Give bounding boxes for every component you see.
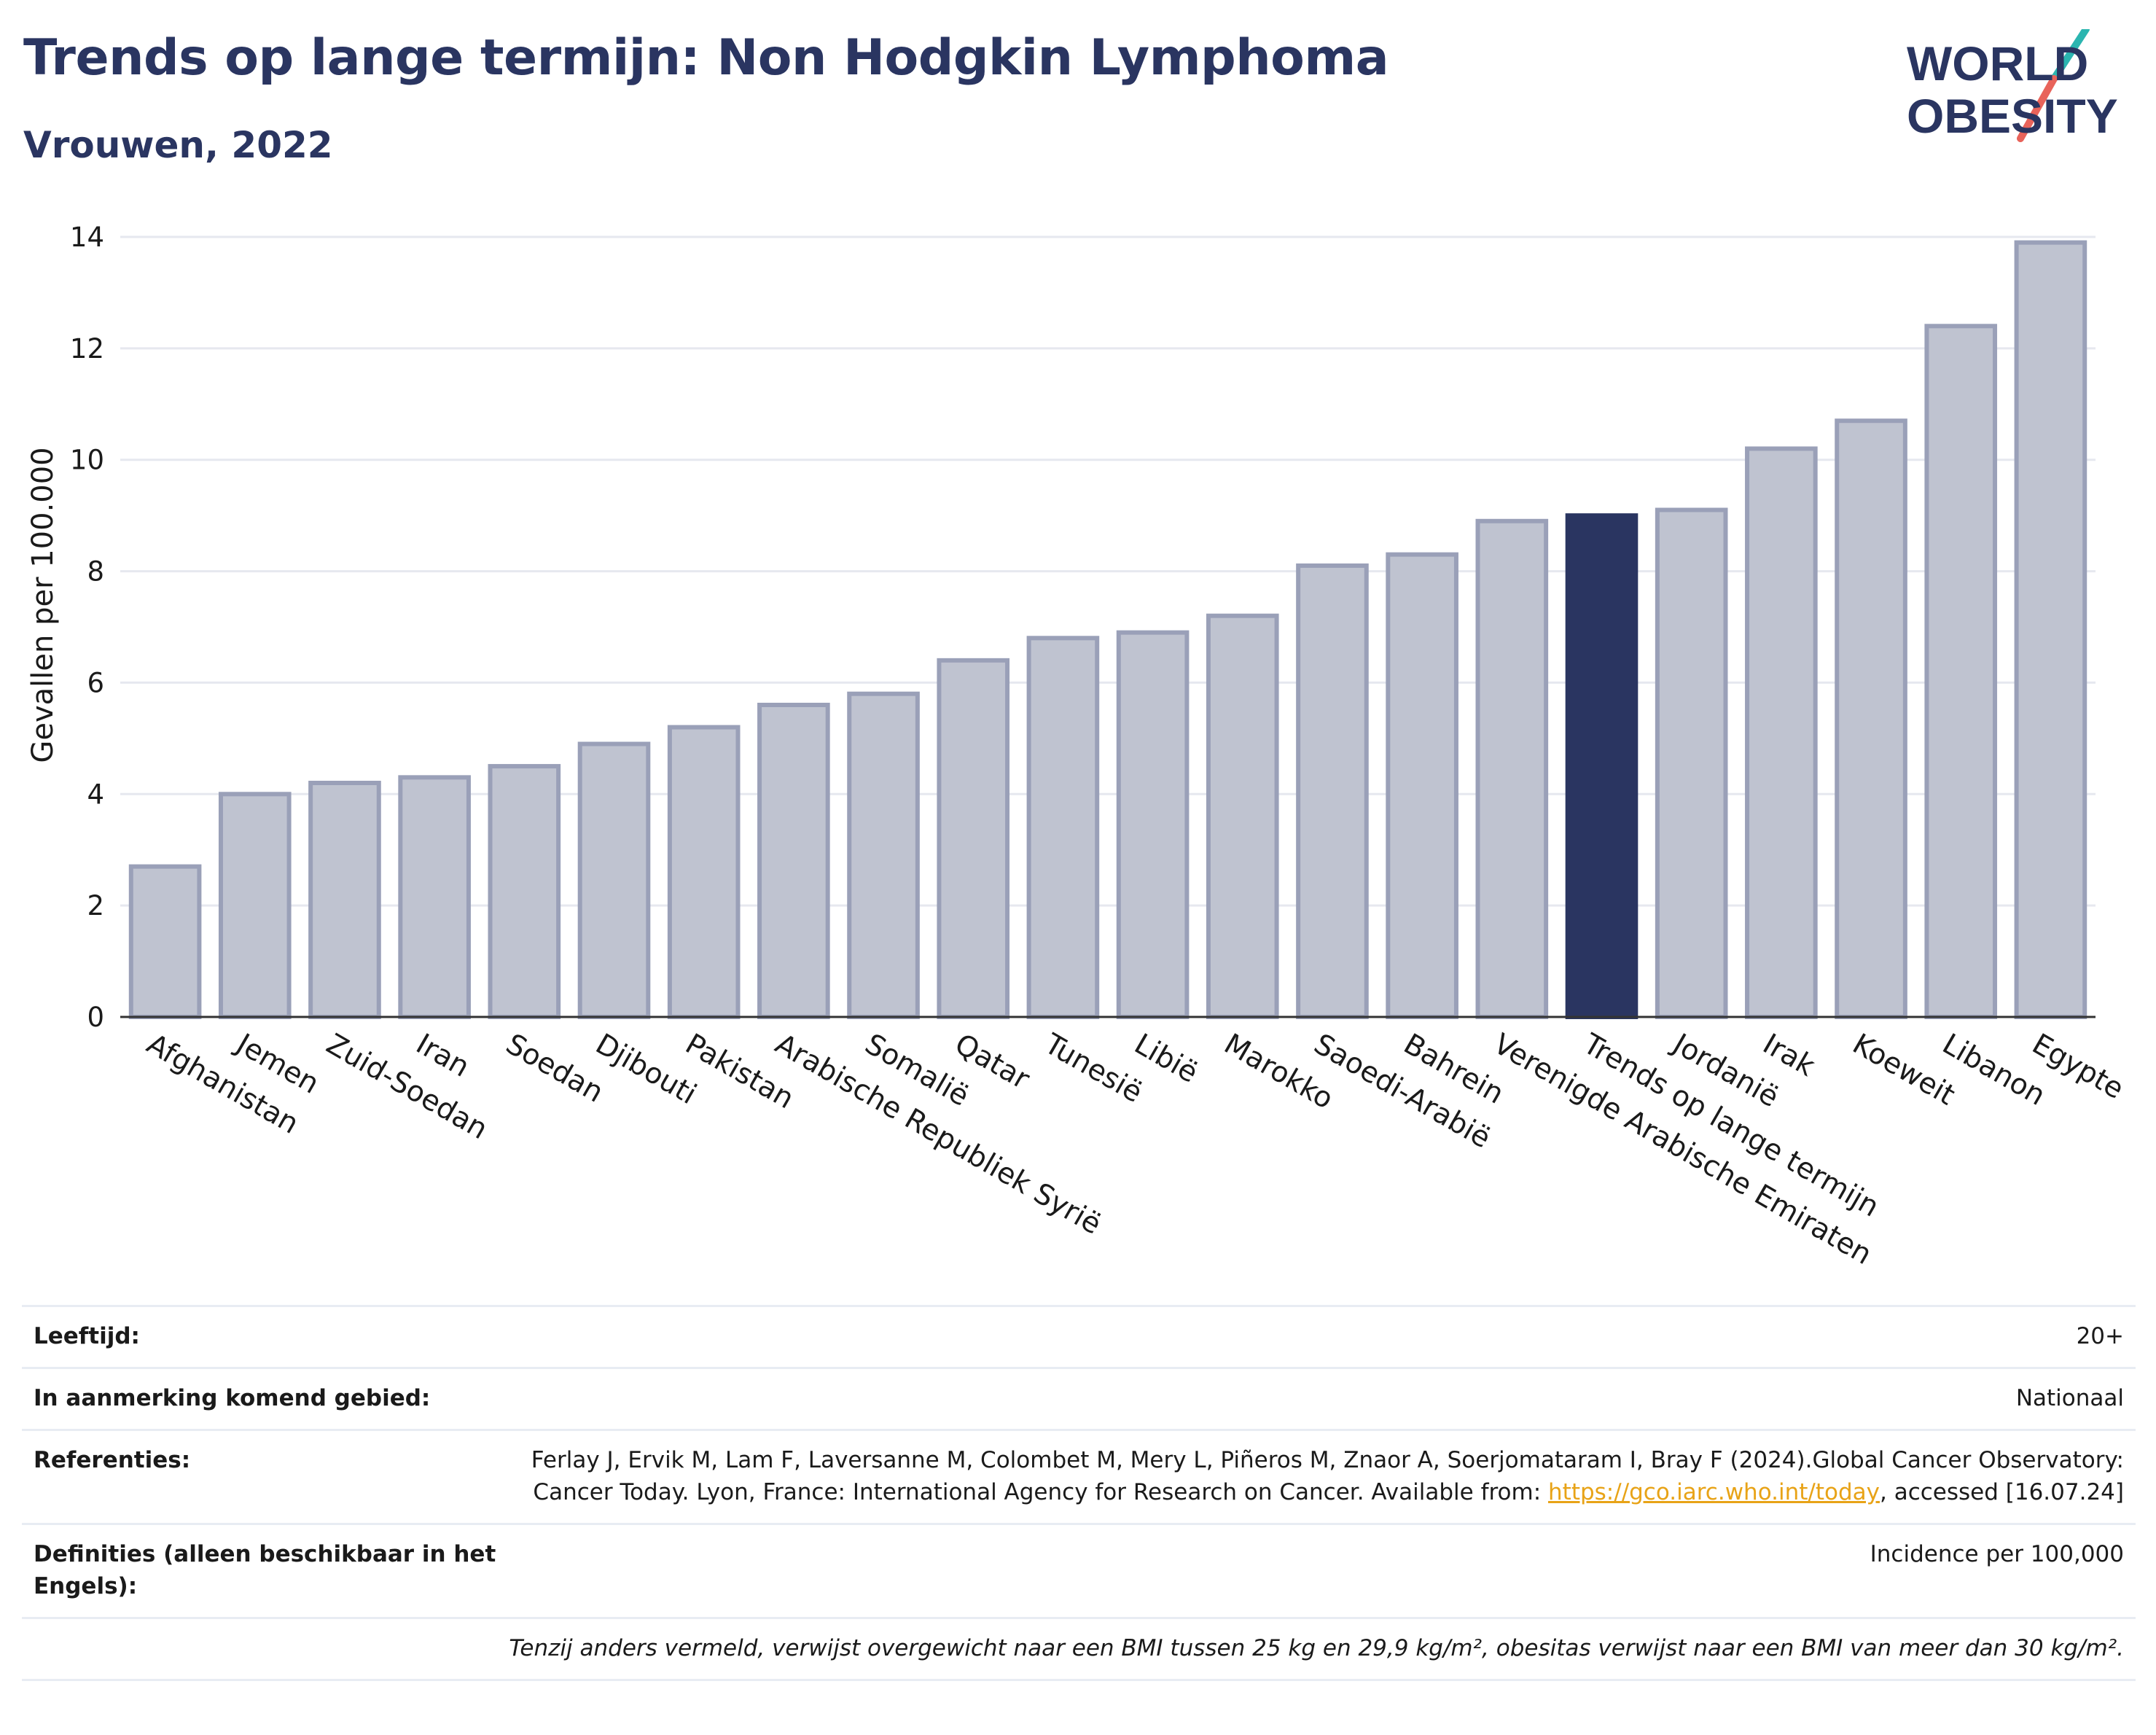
y-tick-label: 2 [87, 890, 104, 921]
bars [128, 240, 2087, 1020]
x-tick-label: Tunesië [1039, 1027, 1148, 1110]
info-value-area: Nationaal [512, 1367, 2136, 1431]
logo-line2: OBESITY [1907, 89, 2118, 143]
info-row-note: Tenzij anders vermeld, verwijst overgewi… [22, 1617, 2136, 1681]
bar-zuid-soedan[interactable] [308, 781, 381, 1019]
bar-saoedi-arabi-[interactable] [1296, 563, 1369, 1019]
y-tick-label: 10 [70, 445, 104, 476]
y-tick-label: 12 [70, 333, 104, 364]
bmi-note: Tenzij anders vermeld, verwijst overgewi… [22, 1617, 2136, 1681]
y-axis-ticks: 0 2 4 6 8 10 12 14 [70, 222, 104, 1033]
bar-tunesi-[interactable] [1026, 636, 1100, 1019]
x-tick-label: Soedan [500, 1028, 609, 1110]
bar-jordani-[interactable] [1655, 507, 1728, 1019]
info-label-area: In aanmerking komend gebied: [22, 1367, 512, 1431]
x-tick-label: Djibouti [590, 1028, 702, 1112]
bar-soedan[interactable] [488, 764, 561, 1019]
bar-pakistan[interactable] [667, 725, 741, 1019]
bar-koeweit[interactable] [1835, 418, 1907, 1019]
references-link[interactable]: https://gco.iarc.who.int/today [1548, 1479, 1880, 1505]
bar-egypte[interactable] [2014, 240, 2087, 1020]
references-text: Ferlay J, Ervik M, Lam F, Laversanne M, … [531, 1447, 2124, 1505]
info-value-references: Ferlay J, Ervik M, Lam F, Laversanne M, … [512, 1429, 2136, 1525]
bar-arabische-republiek-syri-[interactable] [757, 703, 830, 1019]
bar-trends-op-lange-termijn[interactable] [1565, 513, 1639, 1019]
info-label-references: Referenties: [22, 1429, 512, 1525]
y-tick-label: 6 [87, 667, 104, 698]
references-accessed: , accessed [16.07.24] [1879, 1479, 2124, 1505]
info-row-age: Leeftijd: 20+ [22, 1305, 2136, 1369]
y-tick-label: 14 [70, 222, 104, 253]
bar-marokko[interactable] [1206, 613, 1279, 1019]
y-axis-label: Gevallen per 100.000 [26, 447, 60, 763]
y-tick-label: 8 [87, 556, 104, 588]
info-table: Leeftijd: 20+ In aanmerking komend gebie… [22, 1305, 2136, 1681]
info-label-definitions: Definities (alleen beschikbaar in het En… [22, 1523, 512, 1619]
x-tick-label: Libanon [1937, 1028, 2050, 1112]
page-title: Trends op lange termijn: Non Hodgkin Lym… [23, 29, 1389, 87]
bar-libanon[interactable] [1924, 324, 1998, 1020]
info-value-age: 20+ [512, 1305, 2136, 1369]
bar-bahrein[interactable] [1386, 552, 1458, 1019]
bar-djibouti[interactable] [577, 741, 651, 1019]
page-subtitle: Vrouwen, 2022 [23, 124, 333, 166]
x-tick-label: Zuid-Soedan [321, 1028, 493, 1147]
bar-irak[interactable] [1745, 446, 1818, 1019]
world-obesity-logo: WORLD OBESITY [1907, 29, 2118, 143]
info-label-age: Leeftijd: [22, 1305, 512, 1369]
logo-slash-bottom [2017, 75, 2058, 142]
logo-slash-top [2050, 29, 2090, 82]
info-value-definitions: Incidence per 100,000 [512, 1523, 2136, 1619]
bar-somali-[interactable] [847, 691, 920, 1019]
bar-chart: 0 2 4 6 8 10 12 14 Gevallen per 100.000 Afghani… [26, 222, 2130, 1271]
logo-line1: WORLD [1907, 36, 2088, 90]
y-tick-label: 0 [87, 1002, 104, 1033]
x-tick-label: Koeweit [1847, 1028, 1960, 1112]
info-row-references: Referenties: Ferlay J, Ervik M, Lam F, L… [22, 1429, 2136, 1525]
bar-jemen[interactable] [218, 792, 292, 1019]
info-row-area: In aanmerking komend gebied: Nationaal [22, 1367, 2136, 1431]
bar-iran[interactable] [398, 775, 471, 1019]
bar-libi-[interactable] [1116, 630, 1190, 1019]
y-tick-label: 4 [87, 779, 104, 810]
info-row-definitions: Definities (alleen beschikbaar in het En… [22, 1523, 2136, 1619]
bar-afghanistan[interactable] [128, 864, 202, 1020]
bar-verenigde-arabische-emiraten[interactable] [1475, 518, 1549, 1019]
bar-qatar[interactable] [937, 658, 1010, 1019]
